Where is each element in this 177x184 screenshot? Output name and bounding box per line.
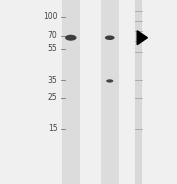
Bar [135, 0, 142, 184]
Text: 35: 35 [48, 76, 58, 84]
Text: 100: 100 [43, 12, 58, 21]
Text: 15: 15 [48, 124, 58, 133]
Bar [101, 0, 119, 184]
Ellipse shape [106, 79, 113, 83]
Ellipse shape [105, 36, 115, 40]
Polygon shape [137, 31, 147, 45]
Text: 55: 55 [48, 44, 58, 53]
Text: 70: 70 [48, 31, 58, 40]
Bar [62, 0, 80, 184]
Ellipse shape [65, 35, 76, 41]
Text: 25: 25 [48, 93, 58, 102]
